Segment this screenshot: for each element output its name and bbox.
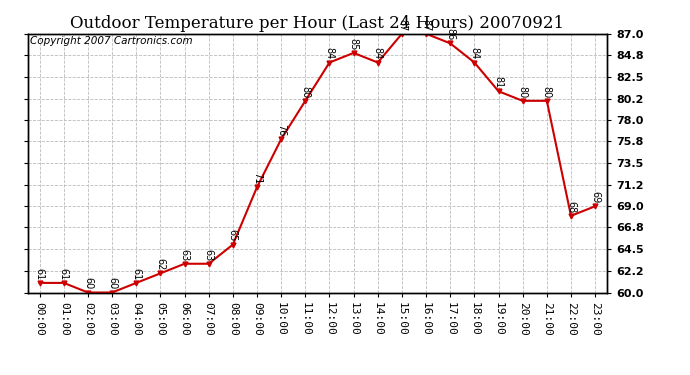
Text: 69: 69 bbox=[590, 191, 600, 204]
Text: 84: 84 bbox=[469, 48, 480, 60]
Text: 80: 80 bbox=[300, 86, 310, 98]
Text: 65: 65 bbox=[228, 230, 238, 242]
Text: 61: 61 bbox=[131, 268, 141, 280]
Text: 87: 87 bbox=[397, 19, 407, 31]
Text: 76: 76 bbox=[276, 124, 286, 136]
Text: 86: 86 bbox=[445, 28, 455, 40]
Text: 60: 60 bbox=[107, 278, 117, 290]
Text: 80: 80 bbox=[518, 86, 528, 98]
Text: 63: 63 bbox=[204, 249, 214, 261]
Text: 71: 71 bbox=[252, 172, 262, 184]
Text: Copyright 2007 Cartronics.com: Copyright 2007 Cartronics.com bbox=[30, 36, 193, 46]
Text: 87: 87 bbox=[421, 19, 431, 31]
Text: 61: 61 bbox=[34, 268, 45, 280]
Title: Outdoor Temperature per Hour (Last 24 Hours) 20070921: Outdoor Temperature per Hour (Last 24 Ho… bbox=[70, 15, 564, 32]
Text: 84: 84 bbox=[324, 48, 335, 60]
Text: 81: 81 bbox=[493, 76, 504, 88]
Text: 85: 85 bbox=[348, 38, 359, 50]
Text: 68: 68 bbox=[566, 201, 576, 213]
Text: 61: 61 bbox=[59, 268, 69, 280]
Text: 80: 80 bbox=[542, 86, 552, 98]
Text: 63: 63 bbox=[179, 249, 190, 261]
Text: 84: 84 bbox=[373, 48, 383, 60]
Text: 60: 60 bbox=[83, 278, 93, 290]
Text: 62: 62 bbox=[155, 258, 166, 270]
